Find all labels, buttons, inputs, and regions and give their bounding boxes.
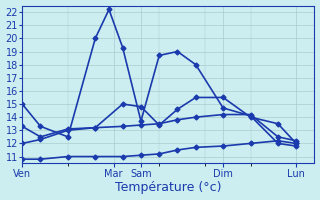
X-axis label: Température (°c): Température (°c): [115, 181, 221, 194]
